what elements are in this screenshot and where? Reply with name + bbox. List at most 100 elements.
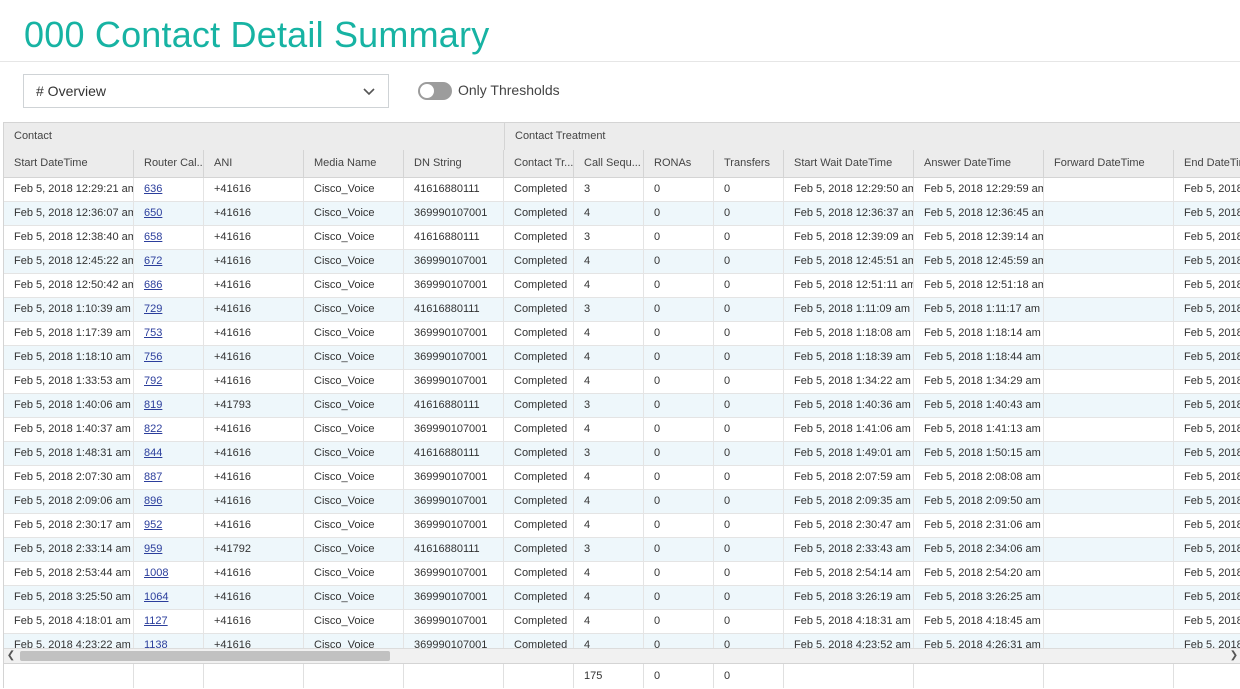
column-header-dn-string[interactable]: DN String [404, 150, 504, 177]
table-cell: Completed [504, 538, 574, 561]
table-row[interactable]: Feb 5, 2018 2:09:06 am 896 +41616 Cisco_Voi… [4, 490, 1240, 514]
table-cell [1044, 418, 1174, 441]
table-cell: Feb 5, 2018 1:40:06 am [4, 394, 134, 417]
table-cell: Feb 5, 2018 12:51:11 am [784, 274, 914, 297]
table-cell: 0 [714, 322, 784, 345]
router-call-link[interactable]: 756 [144, 351, 163, 363]
table-row[interactable]: Feb 5, 2018 12:50:42 am 686 +41616 Cisco_Vo… [4, 274, 1240, 298]
table-row[interactable]: Feb 5, 2018 4:23:22 am 1138 +41616 Cisco_Vo… [4, 634, 1240, 648]
table-cell: Cisco_Voice [304, 298, 404, 321]
table-row[interactable]: Feb 5, 2018 1:17:39 am 753 +41616 Cisco_Voi… [4, 322, 1240, 346]
table-cell: Feb 5, 2018 1:11:09 am [784, 298, 914, 321]
table-cell: 3 [574, 538, 644, 561]
table-cell: 369990107001 [404, 634, 504, 648]
table-cell: 3 [574, 298, 644, 321]
router-call-link[interactable]: 896 [144, 495, 163, 507]
only-thresholds-toggle[interactable] [418, 82, 452, 100]
table-row[interactable]: Feb 5, 2018 1:48:31 am 844 +41616 Cisco_Voi… [4, 442, 1240, 466]
table-row[interactable]: Feb 5, 2018 12:36:07 am 650 +41616 Cisco_Vo… [4, 202, 1240, 226]
scrollbar-thumb[interactable] [20, 651, 390, 661]
table-cell: Cisco_Voice [304, 274, 404, 297]
total-cell [1174, 664, 1240, 688]
column-header-router-cal[interactable]: Router Cal... [134, 150, 204, 177]
table-cell [1044, 538, 1174, 561]
view-select[interactable]: # Overview [23, 74, 389, 108]
table-cell: Cisco_Voice [304, 610, 404, 633]
column-header-transfers[interactable]: Transfers [714, 150, 784, 177]
table-cell: Feb 5, 2018 1:18:44 am [914, 346, 1044, 369]
arrow-left-icon[interactable]: ❮ [6, 650, 16, 661]
table-cell: 369990107001 [404, 370, 504, 393]
router-call-link[interactable]: 650 [144, 207, 163, 219]
table-row[interactable]: Feb 5, 2018 12:29:21 am 636 +41616 Cisco_Vo… [4, 178, 1240, 202]
table-cell: +41616 [204, 226, 304, 249]
table-cell: 0 [714, 562, 784, 585]
table-row[interactable]: Feb 5, 2018 2:53:44 am 1008 +41616 Cisco_Vo… [4, 562, 1240, 586]
column-header-call-sequ[interactable]: Call Sequ... [574, 150, 644, 177]
table-cell: Completed [504, 490, 574, 513]
column-header-ani[interactable]: ANI [204, 150, 304, 177]
router-call-link[interactable]: 819 [144, 399, 163, 411]
router-call-link[interactable]: 1008 [144, 567, 169, 579]
column-header-ronas[interactable]: RONAs [644, 150, 714, 177]
router-call-link[interactable]: 1127 [144, 615, 168, 627]
horizontal-scrollbar[interactable]: ❮ ❯ [4, 648, 1240, 663]
column-header-start-wait-datetime[interactable]: Start Wait DateTime [784, 150, 914, 177]
table-cell: 1138 [134, 634, 204, 648]
table-row[interactable]: Feb 5, 2018 1:10:39 am 729 +41616 Cisco_Voi… [4, 298, 1240, 322]
table-row[interactable]: Feb 5, 2018 12:45:22 am 672 +41616 Cisco_Vo… [4, 250, 1240, 274]
router-call-link[interactable]: 952 [144, 519, 163, 531]
table-cell: 369990107001 [404, 274, 504, 297]
router-call-link[interactable]: 658 [144, 231, 163, 243]
router-call-link[interactable]: 844 [144, 447, 163, 459]
router-call-link[interactable]: 887 [144, 471, 163, 483]
table-cell: 4 [574, 490, 644, 513]
column-header-end-datetim[interactable]: End DateTim [1174, 150, 1240, 177]
router-call-link[interactable]: 959 [144, 543, 163, 555]
table-row[interactable]: Feb 5, 2018 2:33:14 am 959 +41792 Cisco_Voi… [4, 538, 1240, 562]
table-cell: 41616880111 [404, 178, 504, 201]
router-call-link[interactable]: 822 [144, 423, 163, 435]
table-row[interactable]: Feb 5, 2018 1:40:37 am 822 +41616 Cisco_Voi… [4, 418, 1240, 442]
column-header-media-name[interactable]: Media Name [304, 150, 404, 177]
table-cell: 4 [574, 634, 644, 648]
table-cell: Completed [504, 202, 574, 225]
table-cell: Cisco_Voice [304, 250, 404, 273]
router-call-link[interactable]: 792 [144, 375, 163, 387]
table-cell: +41616 [204, 418, 304, 441]
column-header-start-datetime[interactable]: Start DateTime [4, 150, 134, 177]
table-row[interactable]: Feb 5, 2018 2:30:17 am 952 +41616 Cisco_Voi… [4, 514, 1240, 538]
column-header-contact-tr[interactable]: Contact Tr... [504, 150, 574, 177]
router-call-link[interactable]: 753 [144, 327, 163, 339]
router-call-link[interactable]: 686 [144, 279, 163, 291]
router-call-link[interactable]: 729 [144, 303, 163, 315]
table-cell: 0 [644, 634, 714, 648]
table-cell: 0 [644, 586, 714, 609]
table-cell: 4 [574, 514, 644, 537]
table-row[interactable]: Feb 5, 2018 1:18:10 am 756 +41616 Cisco_Voi… [4, 346, 1240, 370]
table-cell: Completed [504, 298, 574, 321]
router-call-link[interactable]: 672 [144, 255, 163, 267]
table-row[interactable]: Feb 5, 2018 3:25:50 am 1064 +41616 Cisco_Vo… [4, 586, 1240, 610]
table-cell: Feb 5, 2018 [1174, 202, 1240, 225]
router-call-link[interactable]: 636 [144, 183, 163, 195]
table-row[interactable]: Feb 5, 2018 1:40:06 am 819 +41793 Cisco_Voi… [4, 394, 1240, 418]
table-row[interactable]: Feb 5, 2018 2:07:30 am 887 +41616 Cisco_Voi… [4, 466, 1240, 490]
table-cell: Feb 5, 2018 [1174, 298, 1240, 321]
table-row[interactable]: Feb 5, 2018 1:33:53 am 792 +41616 Cisco_Voi… [4, 370, 1240, 394]
table-cell: Cisco_Voice [304, 346, 404, 369]
column-header-forward-datetime[interactable]: Forward DateTime [1044, 150, 1174, 177]
table-cell: Feb 5, 2018 12:39:09 am [784, 226, 914, 249]
table-cell: Cisco_Voice [304, 322, 404, 345]
column-header-answer-datetime[interactable]: Answer DateTime [914, 150, 1044, 177]
table-row[interactable]: Feb 5, 2018 4:18:01 am 1127 +41616 Cisco_Vo… [4, 610, 1240, 634]
table-cell: Cisco_Voice [304, 418, 404, 441]
table-cell: Feb 5, 2018 1:34:22 am [784, 370, 914, 393]
table-cell: +41616 [204, 346, 304, 369]
table-row[interactable]: Feb 5, 2018 12:38:40 am 658 +41616 Cisco_Vo… [4, 226, 1240, 250]
router-call-link[interactable]: 1064 [144, 591, 169, 603]
router-call-link[interactable]: 1138 [144, 639, 168, 648]
table-cell: +41792 [204, 538, 304, 561]
arrow-right-icon[interactable]: ❯ [1229, 650, 1239, 661]
table-cell: 0 [644, 466, 714, 489]
